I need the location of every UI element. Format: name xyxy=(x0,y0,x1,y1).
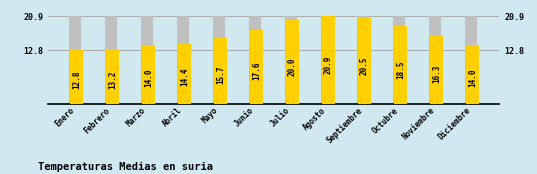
Bar xyxy=(322,16,335,104)
Bar xyxy=(213,16,226,104)
Text: 16.3: 16.3 xyxy=(432,64,441,83)
Bar xyxy=(429,16,441,104)
Text: 17.6: 17.6 xyxy=(252,62,261,80)
Bar xyxy=(430,36,443,104)
Text: 14.4: 14.4 xyxy=(180,68,189,86)
Bar xyxy=(70,50,83,104)
Text: 15.7: 15.7 xyxy=(216,65,225,84)
Bar xyxy=(105,16,118,104)
Text: 18.5: 18.5 xyxy=(396,60,405,78)
Bar xyxy=(249,16,262,104)
Bar xyxy=(177,16,190,104)
Bar xyxy=(250,30,263,104)
Text: 20.0: 20.0 xyxy=(288,57,297,76)
Bar xyxy=(393,16,405,104)
Bar xyxy=(285,16,297,104)
Bar xyxy=(142,45,155,104)
Bar xyxy=(106,49,119,104)
Bar xyxy=(357,16,369,104)
Text: 20.9: 20.9 xyxy=(324,56,333,74)
Bar xyxy=(69,16,82,104)
Bar xyxy=(358,18,371,104)
Text: Temperaturas Medias en suria: Temperaturas Medias en suria xyxy=(38,162,213,172)
Bar xyxy=(465,16,477,104)
Text: 20.5: 20.5 xyxy=(360,56,369,75)
Text: 14.0: 14.0 xyxy=(468,69,477,87)
Bar xyxy=(466,45,479,104)
Bar xyxy=(321,16,333,104)
Bar xyxy=(286,20,299,104)
Bar xyxy=(394,26,407,104)
Bar xyxy=(141,16,154,104)
Bar xyxy=(214,38,227,104)
Text: 12.8: 12.8 xyxy=(72,71,81,89)
Text: 14.0: 14.0 xyxy=(144,69,153,87)
Bar xyxy=(178,44,191,104)
Text: 13.2: 13.2 xyxy=(108,70,117,89)
